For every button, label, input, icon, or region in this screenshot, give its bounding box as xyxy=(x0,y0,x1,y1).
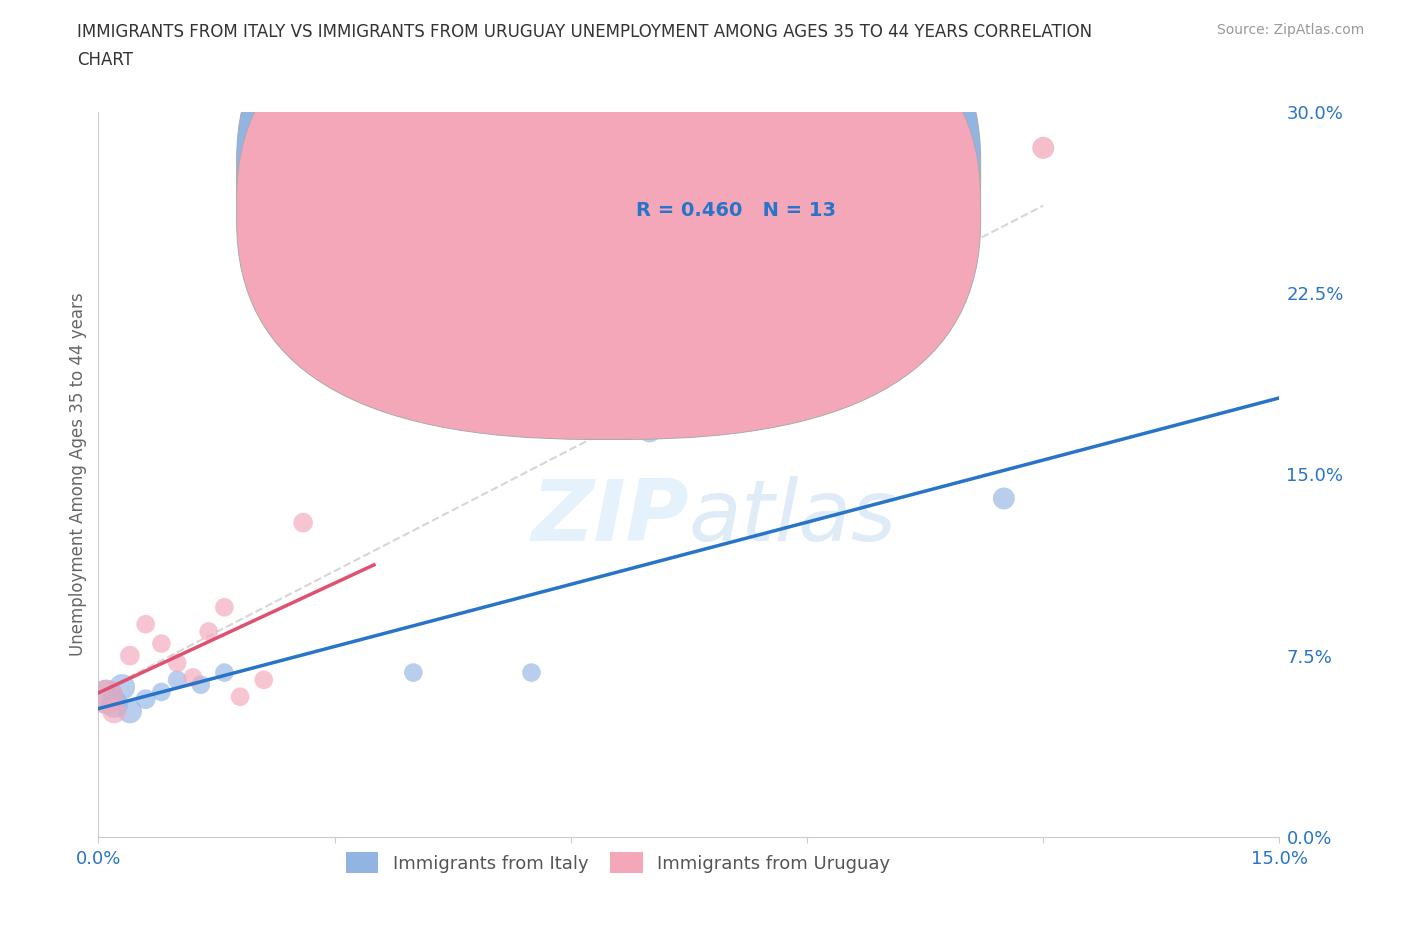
Text: Source: ZipAtlas.com: Source: ZipAtlas.com xyxy=(1216,23,1364,37)
Point xyxy=(118,648,141,663)
Point xyxy=(181,670,204,684)
Point xyxy=(118,704,141,719)
Y-axis label: Unemployment Among Ages 35 to 44 years: Unemployment Among Ages 35 to 44 years xyxy=(69,293,87,656)
Point xyxy=(253,672,276,687)
Point xyxy=(214,665,236,680)
Point xyxy=(135,692,157,707)
Legend: Immigrants from Italy, Immigrants from Uruguay: Immigrants from Italy, Immigrants from U… xyxy=(337,844,900,883)
Point xyxy=(96,689,118,704)
Point xyxy=(135,617,157,631)
Text: IMMIGRANTS FROM ITALY VS IMMIGRANTS FROM URUGUAY UNEMPLOYMENT AMONG AGES 35 TO 4: IMMIGRANTS FROM ITALY VS IMMIGRANTS FROM… xyxy=(77,23,1092,41)
Text: R = 0.585   N = 12: R = 0.585 N = 12 xyxy=(636,162,837,180)
Point xyxy=(1032,140,1054,155)
FancyBboxPatch shape xyxy=(571,148,884,246)
Text: CHART: CHART xyxy=(77,51,134,69)
Point xyxy=(402,665,425,680)
Point xyxy=(993,491,1015,506)
Point xyxy=(197,624,219,639)
FancyBboxPatch shape xyxy=(236,0,980,400)
Point xyxy=(229,689,252,704)
Point xyxy=(111,680,134,695)
Point xyxy=(214,600,236,615)
Point xyxy=(103,697,125,711)
Text: R = 0.460   N = 13: R = 0.460 N = 13 xyxy=(636,201,835,219)
FancyBboxPatch shape xyxy=(236,0,980,440)
Point xyxy=(150,636,173,651)
Text: ZIP: ZIP xyxy=(531,476,689,559)
Point xyxy=(166,656,188,671)
Point xyxy=(520,665,543,680)
Point xyxy=(96,689,118,704)
Point xyxy=(190,677,212,692)
Point xyxy=(150,684,173,699)
Point xyxy=(166,672,188,687)
Point xyxy=(103,704,125,719)
Text: atlas: atlas xyxy=(689,476,897,559)
Point xyxy=(638,423,661,438)
Point xyxy=(292,515,315,530)
